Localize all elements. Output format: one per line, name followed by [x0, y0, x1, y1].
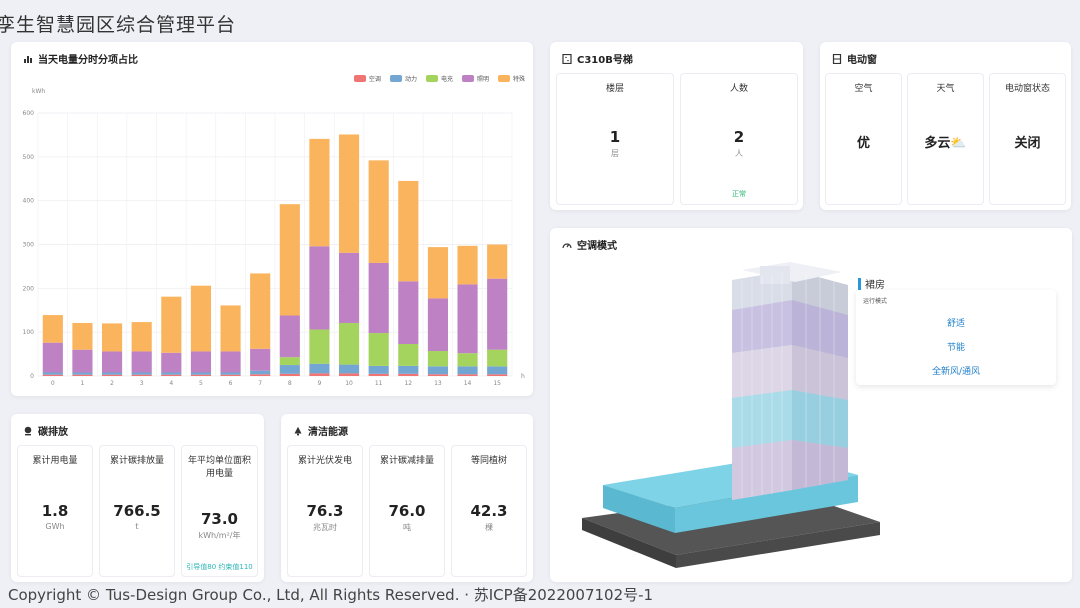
clean-tile-0: 累计光伏发电 76.3 兆瓦时 — [287, 445, 363, 577]
window-title: 电动窗 — [832, 51, 877, 66]
carbon-note-2: 引导值80 约束值110 — [186, 563, 253, 571]
clean-value-0: 76.3 — [306, 502, 344, 520]
carbon-unit-0: GWh — [45, 522, 65, 531]
gauge-icon — [562, 240, 572, 250]
weather-label: 天气 — [936, 84, 955, 94]
legend-item[interactable]: 特殊 — [497, 74, 525, 83]
elevator-icon — [562, 53, 572, 64]
legend-item[interactable]: 照明 — [461, 74, 489, 83]
carbon-tile-2: 年平均单位面积用电量 73.0 kWh/m²/年 引导值80 约束值110 — [181, 445, 258, 577]
air-label: 空气 — [854, 84, 873, 94]
clean-tile-1: 累计碳减排量 76.0 吨 — [369, 445, 445, 577]
clean-label-1: 累计碳减排量 — [379, 456, 434, 466]
elevator-people-tile: 人数 2 人 正常 — [680, 73, 798, 205]
window-status-value: 关闭 — [1014, 136, 1041, 151]
legend-label: 照明 — [476, 76, 489, 83]
floor-unit: 层 — [611, 149, 619, 158]
clean-unit-0: 兆瓦时 — [313, 523, 337, 532]
bar-chart-icon — [23, 54, 33, 64]
carbon-unit-1: t — [135, 522, 139, 531]
people-unit: 人 — [735, 149, 743, 158]
carbon-label-0: 累计用电量 — [32, 456, 78, 466]
legend-item[interactable]: 空调 — [353, 74, 381, 83]
ac-mode-title: 空调模式 — [562, 237, 617, 252]
mode-fresh-air-button[interactable]: 全新风/通风 — [931, 367, 981, 377]
zone-marker — [858, 278, 861, 290]
elevator-title: C310B号梯 — [562, 51, 633, 66]
weather-tile: 天气 多云⛅ — [907, 73, 984, 205]
clean-tile-2: 等同植树 42.3 棵 — [451, 445, 527, 577]
carbon-label-2: 年平均单位面积用电量 — [187, 456, 251, 479]
weather-value: 多云⛅ — [924, 136, 967, 151]
window-icon — [832, 53, 842, 64]
zone-name: 裙房 — [865, 280, 885, 291]
carbon-tile-0: 累计用电量 1.8 GWh — [17, 445, 93, 577]
legend-swatch — [353, 75, 366, 82]
carbon-label-1: 累计碳排放量 — [109, 456, 164, 466]
clean-value-2: 42.3 — [470, 502, 508, 520]
ac-mode-card: 空调模式 — [550, 228, 1072, 582]
clean-energy-card: 清洁能源 累计光伏发电 76.3 兆瓦时 累计碳减排量 76.0 吨 等同植树 … — [281, 414, 533, 582]
clean-unit-2: 棵 — [485, 523, 493, 532]
footer-copyright: Copyright © Tus-Design Group Co., Ltd, A… — [8, 586, 654, 604]
people-value: 2 — [733, 128, 745, 146]
clean-energy-title: 清洁能源 — [293, 423, 348, 438]
carbon-value-2: 73.0 — [200, 510, 238, 528]
run-mode-label: 运行模式 — [863, 298, 888, 305]
carbon-tile-1: 累计碳排放量 766.5 t — [99, 445, 175, 577]
location-pin-icon — [23, 426, 33, 436]
legend-item[interactable]: 动力 — [389, 74, 417, 83]
people-label: 人数 — [729, 84, 748, 94]
legend-label: 特殊 — [512, 76, 525, 83]
clean-value-1: 76.0 — [388, 502, 426, 520]
elevator-status: 正常 — [732, 190, 746, 198]
legend-label: 电充 — [440, 76, 453, 83]
floor-value: 1 — [609, 128, 621, 146]
legend-swatch — [389, 75, 402, 82]
air-quality-tile: 空气 优 — [825, 73, 902, 205]
energy-chart-card: 当天电量分时分项占比 — [11, 42, 533, 396]
carbon-value-0: 1.8 — [41, 502, 69, 520]
carbon-value-1: 766.5 — [113, 502, 161, 520]
clean-label-0: 累计光伏发电 — [297, 456, 352, 466]
carbon-title: 碳排放 — [23, 423, 68, 438]
carbon-unit-2: kWh/m²/年 — [198, 531, 241, 540]
clean-unit-1: 吨 — [403, 523, 411, 532]
mode-energy-saving-button[interactable]: 节能 — [946, 343, 965, 353]
floor-label: 楼层 — [605, 84, 624, 94]
window-card: 电动窗 空气 优 天气 多云⛅ 电动窗状态 关闭 — [820, 42, 1071, 210]
legend-swatch — [497, 75, 510, 82]
carbon-card: 碳排放 累计用电量 1.8 GWh 累计碳排放量 766.5 t 年平均单位面积… — [11, 414, 264, 582]
page-title: 孪生智慧园区综合管理平台 — [0, 14, 237, 36]
elevator-card: C310B号梯 楼层 1 层 人数 2 人 正常 — [550, 42, 803, 210]
window-status-label: 电动窗状态 — [1004, 84, 1050, 94]
legend-swatch — [425, 75, 438, 82]
clean-label-2: 等同植树 — [470, 456, 507, 466]
air-value: 优 — [856, 136, 870, 151]
bell-icon — [293, 426, 303, 436]
legend-label: 空调 — [368, 76, 381, 83]
window-status-tile: 电动窗状态 关闭 — [989, 73, 1066, 205]
legend-item[interactable]: 电充 — [425, 74, 453, 83]
legend-swatch — [461, 75, 474, 82]
energy-chart-title: 当天电量分时分项占比 — [23, 51, 138, 66]
ac-mode-panel: 裙房 运行模式 舒适 节能 全新风/通风 — [856, 278, 1056, 385]
elevator-floor-tile: 楼层 1 层 — [556, 73, 674, 205]
chart-legend: 空调 动力 电充 照明 特殊 — [340, 74, 525, 83]
mode-comfort-button[interactable]: 舒适 — [946, 319, 965, 329]
legend-label: 动力 — [404, 76, 417, 83]
